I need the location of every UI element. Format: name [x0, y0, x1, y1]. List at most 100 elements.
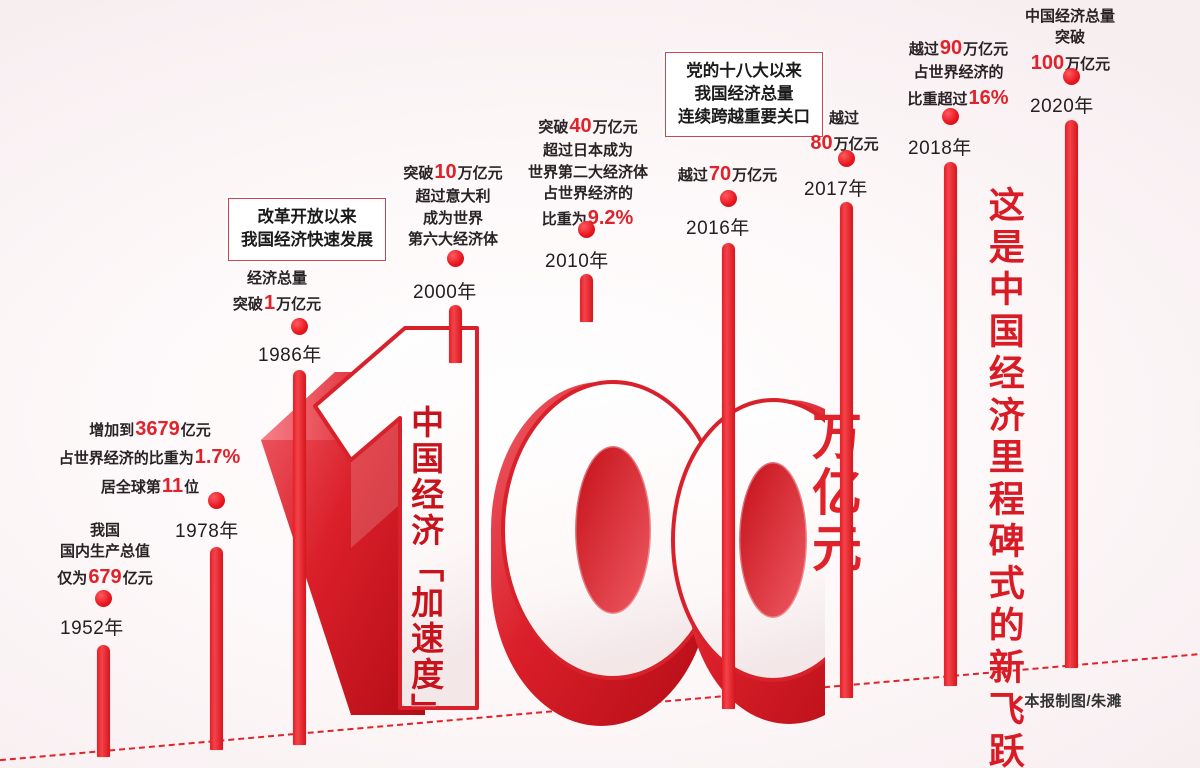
note-text: 占世界经济的	[542, 183, 633, 202]
note-value: 100	[1030, 51, 1065, 74]
note-text: 万亿元	[592, 118, 638, 136]
dot-2017	[838, 150, 855, 167]
note-line: 世界第二大经济体	[508, 162, 668, 183]
big-number-100: 100	[255, 300, 825, 750]
note-line: 突破1万亿元	[192, 289, 362, 317]
year-label-1986: 1986年	[258, 345, 322, 366]
note-1978: 增加到3679亿元占世界经济的比重为1.7% 居全球第11位	[25, 415, 275, 500]
note-text: 突破	[538, 118, 569, 136]
note-text: 突破	[403, 164, 434, 182]
note-value: 679	[88, 565, 122, 588]
note-line: 80万亿元	[790, 129, 898, 157]
note-line: 突破40万亿元	[508, 112, 668, 140]
bar-1978	[210, 547, 223, 750]
bar-2010	[580, 274, 593, 322]
note-line: 超过意大利	[378, 186, 528, 207]
note-line: 仅为679亿元	[20, 563, 190, 591]
note-line: 比重超过16%	[876, 84, 1041, 112]
note-value: 1	[263, 292, 276, 315]
note-text: 万亿元	[1065, 54, 1111, 73]
note-2018: 越过90万亿元 占世界经济的比重超过16%	[876, 34, 1041, 112]
note-line: 居全球第11位	[25, 472, 275, 500]
note-line: 突破	[990, 27, 1150, 48]
note-text: 仅为	[57, 568, 88, 587]
year-label-2017: 2017年	[804, 179, 868, 200]
note-value: 1.7%	[194, 446, 241, 469]
note-text: 突破	[1054, 28, 1085, 47]
note-line: 我国	[20, 520, 190, 541]
note-2000: 突破10万亿元 超过意大利 成为世界 第六大经济体	[378, 158, 528, 250]
note-line: 越过	[790, 108, 898, 129]
callout-line: 我国经济快速发展	[241, 230, 373, 249]
note-text: 国内生产总值	[59, 542, 150, 561]
note-line: 国内生产总值	[20, 541, 190, 562]
note-text: 亿元	[122, 568, 153, 587]
bar-2016	[722, 243, 735, 709]
note-text: 居全球第	[100, 477, 161, 496]
year-label-2016: 2016年	[686, 218, 750, 239]
note-text: 万亿元	[457, 164, 503, 182]
note-text: 万亿元	[276, 295, 322, 314]
note-line: 比重为9.2%	[508, 204, 668, 232]
year-label-1952: 1952年	[60, 618, 124, 639]
note-line: 第六大经济体	[378, 229, 528, 250]
note-line: 成为世界	[378, 208, 528, 229]
note-text: 位	[184, 477, 200, 496]
note-2010: 突破40万亿元 超过日本成为 世界第二大经济体 占世界经济的 比重为9.2%	[508, 112, 668, 233]
credit-line: 本报制图/朱濉	[1024, 693, 1122, 710]
callout-18th-congress: 党的十八大以来 我国经济总量 连续跨越重要关口	[665, 52, 823, 138]
note-line: 越过70万亿元	[655, 160, 800, 188]
dot-1978	[208, 492, 225, 509]
slogan-vertical-label: 这是中国经济里程碑式的新飞跃	[982, 186, 1025, 768]
note-line: 占世界经济的	[508, 183, 668, 204]
note-text: 成为世界	[422, 208, 483, 227]
dot-2010	[578, 221, 595, 238]
callout-reform-opening: 改革开放以来 我国经济快速发展	[228, 198, 386, 261]
note-line: 占世界经济的	[876, 62, 1041, 83]
note-value: 70	[708, 163, 732, 185]
note-text: 占世界经济的	[913, 63, 1004, 82]
callout-line: 连续跨越重要关口	[678, 107, 810, 126]
numeral-zero-second	[671, 398, 825, 724]
big-number-value: 100	[255, 750, 256, 751]
note-line: 突破10万亿元	[378, 158, 528, 186]
note-2020: 中国经济总量 突破 100万亿元	[990, 6, 1150, 77]
year-label-2018: 2018年	[908, 138, 972, 159]
note-value: 11	[161, 474, 184, 497]
note-2017: 越过 80万亿元	[790, 108, 898, 158]
note-1986: 经济总量 突破1万亿元	[192, 268, 362, 318]
bar-1986	[293, 370, 306, 745]
note-text: 亿元	[180, 421, 211, 439]
year-label-2010: 2010年	[545, 251, 609, 272]
note-line: 经济总量	[192, 268, 362, 289]
note-text: 超过日本成为	[542, 141, 633, 160]
note-text: 占世界经济的比重为	[58, 449, 194, 468]
note-line: 中国经济总量	[990, 6, 1150, 27]
note-value: 80	[810, 132, 833, 155]
unit-vertical-label: 万亿元	[804, 410, 863, 578]
year-label-2000: 2000年	[413, 282, 477, 303]
note-text: 万亿元	[732, 166, 778, 184]
dot-1986	[291, 318, 308, 335]
note-text: 万亿元	[833, 135, 879, 154]
callout-line: 我国经济总量	[694, 84, 794, 103]
dot-2020	[1063, 68, 1080, 85]
note-text: 增加到	[89, 421, 135, 439]
bar-1952	[97, 645, 110, 757]
callout-line: 党的十八大以来	[686, 62, 802, 80]
numeral-vertical-label: 中国经济「加速度」	[405, 405, 445, 729]
note-text: 世界第二大经济体	[527, 162, 648, 181]
dot-2016	[720, 190, 737, 207]
note-value: 40	[569, 115, 592, 137]
dot-1952	[95, 590, 112, 607]
note-value: 9.2%	[587, 207, 634, 230]
note-line: 增加到3679亿元	[25, 415, 275, 443]
note-text: 超过意大利	[415, 187, 491, 206]
bar-2000	[449, 305, 462, 363]
note-line: 越过90万亿元	[876, 34, 1041, 62]
note-text: 越过	[677, 166, 708, 184]
note-value: 10	[434, 161, 457, 183]
note-2016: 越过70万亿元	[655, 160, 800, 188]
note-value: 16%	[968, 86, 1009, 109]
